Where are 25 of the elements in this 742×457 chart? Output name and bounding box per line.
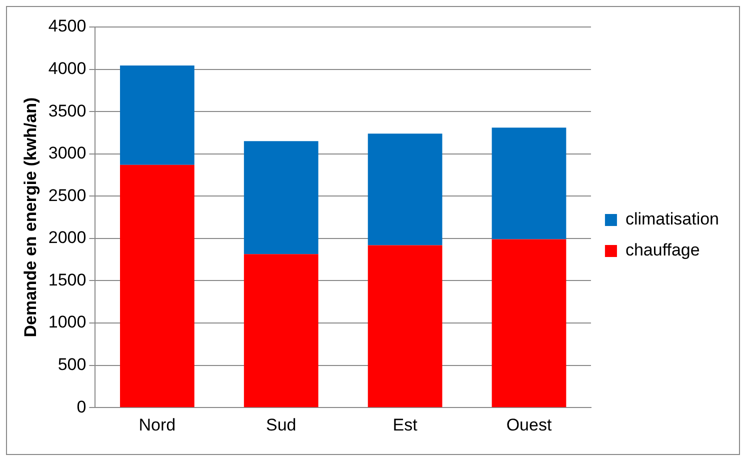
bar (244, 141, 318, 254)
y-tick-label: 0 (76, 397, 86, 416)
bar (368, 134, 442, 246)
y-tick-label: 1000 (48, 312, 86, 332)
x-tick-label: Sud (266, 415, 296, 434)
x-tick-label: Est (392, 415, 418, 434)
bar (492, 239, 566, 408)
bar (120, 65, 194, 165)
bar (244, 254, 318, 408)
y-tick-label: 1500 (48, 270, 86, 290)
legend-label: climatisation (625, 210, 720, 229)
y-tick-label: 3000 (48, 144, 86, 163)
bar (492, 128, 566, 240)
x-tick-label: Nord (138, 415, 176, 434)
legend-label: chauffage (625, 240, 700, 260)
x-tick-label: Ouest (506, 415, 552, 434)
y-tick-label: 2000 (48, 228, 86, 248)
bar (368, 245, 442, 408)
y-tick-label: 3500 (48, 101, 86, 120)
y-tick-label: 500 (58, 355, 86, 374)
y-tick-label: 4500 (48, 16, 86, 36)
y-axis-title: Demande en energie (kwh/an) (20, 97, 40, 338)
y-tick-label: 2500 (48, 186, 86, 205)
bar (120, 164, 194, 408)
y-tick-label: 4000 (48, 58, 86, 78)
